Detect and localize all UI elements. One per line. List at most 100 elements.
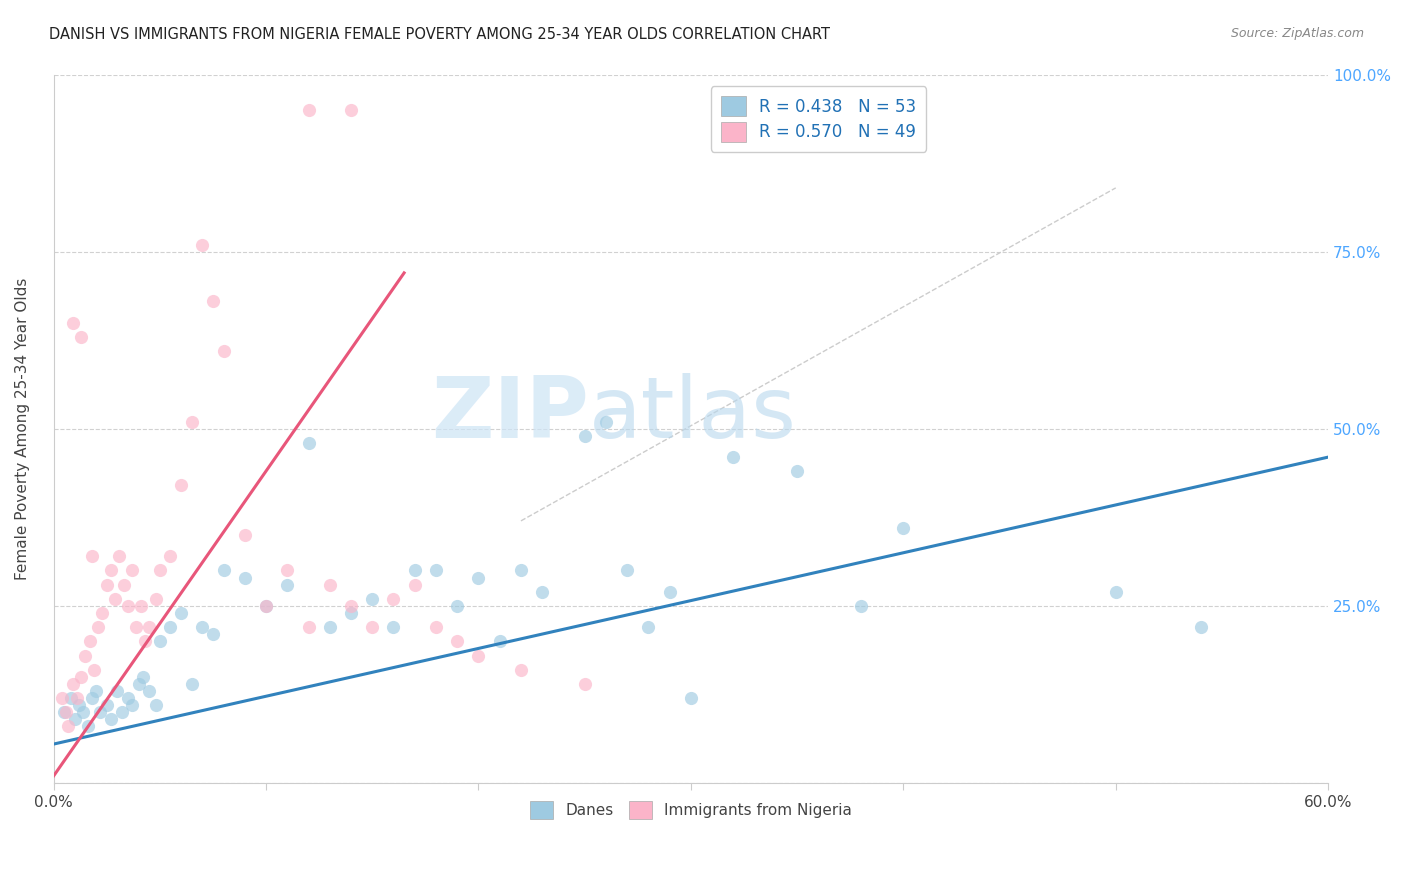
Point (170, 606, 193, 620)
Point (96, 577, 118, 591)
Point (70, 670, 93, 684)
Point (201, 294, 224, 309)
Point (66, 691, 89, 706)
Point (679, 691, 702, 706)
Point (84, 684, 107, 698)
Point (134, 634, 156, 648)
Point (100, 712, 122, 726)
Point (297, 436, 319, 450)
Point (112, 577, 135, 591)
Point (138, 620, 160, 634)
Point (382, 591, 405, 606)
Point (254, 599, 277, 613)
Point (80, 549, 103, 564)
Point (319, 577, 342, 591)
Point (297, 620, 319, 634)
Point (145, 698, 167, 712)
Point (96, 698, 118, 712)
Point (191, 237, 214, 252)
Point (361, 620, 384, 634)
Legend: Danes, Immigrants from Nigeria: Danes, Immigrants from Nigeria (524, 795, 858, 825)
Point (121, 698, 143, 712)
Point (75, 648, 97, 663)
Point (723, 450, 745, 464)
Point (297, 103, 319, 117)
Point (1105, 584, 1128, 599)
Point (63, 712, 86, 726)
Point (574, 429, 596, 443)
Point (446, 634, 468, 648)
Point (510, 564, 533, 578)
Point (105, 684, 128, 698)
Point (83, 663, 105, 677)
Point (59, 691, 82, 706)
Point (180, 677, 202, 691)
Point (149, 564, 172, 578)
Point (51, 691, 73, 706)
Point (340, 606, 363, 620)
Point (72, 705, 94, 719)
Point (108, 549, 131, 564)
Point (254, 599, 277, 613)
Point (404, 577, 426, 591)
Point (117, 691, 139, 706)
Point (62, 677, 84, 691)
Point (117, 599, 139, 613)
Point (145, 591, 167, 606)
Point (425, 564, 447, 578)
Point (125, 620, 148, 634)
Point (201, 627, 224, 641)
Point (595, 415, 617, 429)
Point (446, 599, 468, 613)
Point (276, 564, 298, 578)
Point (319, 620, 342, 634)
Point (340, 599, 363, 613)
Point (467, 648, 489, 663)
Text: DANISH VS IMMIGRANTS FROM NIGERIA FEMALE POVERTY AMONG 25-34 YEAR OLDS CORRELATI: DANISH VS IMMIGRANTS FROM NIGERIA FEMALE… (49, 27, 830, 42)
Point (80, 691, 103, 706)
Point (276, 577, 298, 591)
Point (129, 599, 152, 613)
Point (637, 620, 659, 634)
Point (891, 521, 914, 535)
Point (1189, 620, 1212, 634)
Point (404, 564, 426, 578)
Point (91, 606, 114, 620)
Point (849, 599, 872, 613)
Point (425, 620, 447, 634)
Point (149, 634, 172, 648)
Point (488, 634, 510, 648)
Point (233, 570, 256, 584)
Text: atlas: atlas (589, 373, 797, 456)
Point (79, 634, 101, 648)
Point (340, 103, 363, 117)
Point (138, 684, 160, 698)
Point (132, 670, 155, 684)
Point (658, 584, 681, 599)
Point (76, 719, 98, 733)
Point (67, 698, 90, 712)
Y-axis label: Female Poverty Among 25-34 Year Olds: Female Poverty Among 25-34 Year Olds (15, 277, 30, 580)
Point (87, 620, 110, 634)
Point (212, 564, 235, 578)
Point (233, 528, 256, 542)
Point (531, 584, 554, 599)
Text: Source: ZipAtlas.com: Source: ZipAtlas.com (1230, 27, 1364, 40)
Point (616, 564, 638, 578)
Point (110, 705, 132, 719)
Point (159, 620, 181, 634)
Point (62, 316, 84, 330)
Point (70, 329, 93, 343)
Point (53, 705, 76, 719)
Point (467, 570, 489, 584)
Point (574, 677, 596, 691)
Point (121, 564, 143, 578)
Point (104, 591, 127, 606)
Point (510, 663, 533, 677)
Text: ZIP: ZIP (432, 373, 589, 456)
Point (89, 705, 111, 719)
Point (58, 719, 80, 733)
Point (159, 549, 181, 564)
Point (170, 478, 193, 492)
Point (361, 591, 384, 606)
